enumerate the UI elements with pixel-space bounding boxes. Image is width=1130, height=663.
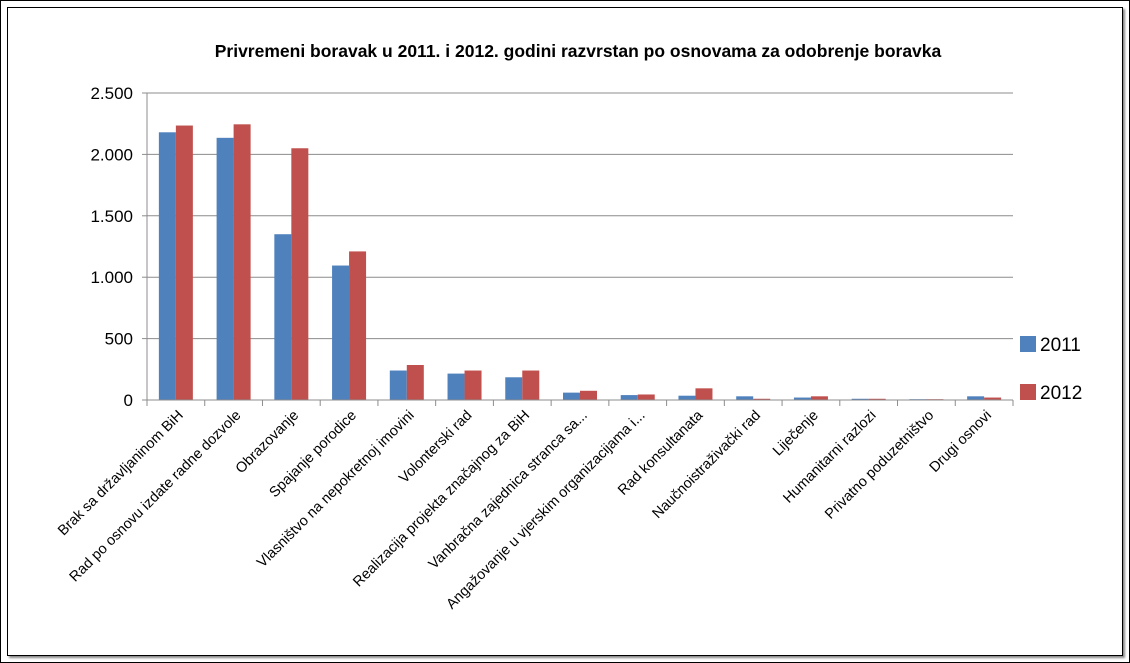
- bar-2011: [793, 397, 811, 400]
- y-tick-label: 1.500: [90, 207, 133, 226]
- y-tick-label: 2.500: [90, 84, 133, 103]
- bar-2012: [637, 394, 655, 400]
- axes: [146, 93, 1014, 406]
- bar-2012: [695, 388, 713, 400]
- x-tick-label: Drugi osnovi: [927, 408, 995, 476]
- bar-2011: [389, 370, 407, 400]
- chart-area-border: [7, 7, 1123, 656]
- bar-2012: [349, 251, 367, 400]
- bar-2011: [158, 132, 176, 400]
- y-axis-ticks: 0 500 1.000 1.500 2.000 2.500: [90, 84, 147, 410]
- bar-2012: [753, 398, 771, 400]
- x-tick-label: Liječenje: [770, 408, 822, 460]
- y-tick-label: 2.000: [90, 145, 133, 164]
- y-tick-label: 1.000: [90, 268, 133, 287]
- bar-2011: [736, 396, 754, 400]
- x-tick-label: Naučnoistraživački rad: [650, 408, 764, 522]
- x-tick-label: Angažovanje u vjerskim organizacijama i.…: [443, 408, 648, 613]
- bar-2012: [464, 370, 482, 400]
- bar-2011: [563, 392, 580, 400]
- bars: [158, 124, 1002, 401]
- legend-label-2011: 2011: [1040, 335, 1081, 356]
- bar-2012: [522, 370, 540, 400]
- bar-2011: [505, 377, 523, 400]
- bar-2012: [580, 390, 597, 400]
- legend-swatch-2012: [1020, 384, 1036, 400]
- bar-2012: [291, 148, 309, 400]
- bar-2012: [984, 397, 1002, 400]
- bar-2011: [332, 265, 350, 400]
- bar-2011: [447, 373, 465, 400]
- bar-2012: [406, 365, 424, 400]
- legend-label-2012: 2012: [1040, 383, 1082, 404]
- bar-2011: [216, 137, 234, 400]
- bar-2012: [810, 396, 828, 400]
- y-tick-label: 0: [124, 391, 133, 410]
- bar-2012: [175, 125, 193, 401]
- x-tick-label: Privatno poduzetništvo: [822, 408, 937, 523]
- legend-swatch-2011: [1020, 336, 1036, 352]
- bar-2011: [851, 398, 869, 400]
- bar-2011: [678, 395, 696, 400]
- bar-2012: [233, 124, 251, 401]
- y-tick-label: 500: [105, 330, 133, 349]
- bar-2011: [274, 234, 292, 400]
- bar-2011: [967, 396, 985, 400]
- legend: 2011 2012: [1020, 335, 1082, 404]
- bar-2012: [868, 398, 886, 400]
- bar-2011: [620, 395, 638, 400]
- chart-title: Privremeni boravak u 2011. i 2012. godin…: [215, 41, 942, 61]
